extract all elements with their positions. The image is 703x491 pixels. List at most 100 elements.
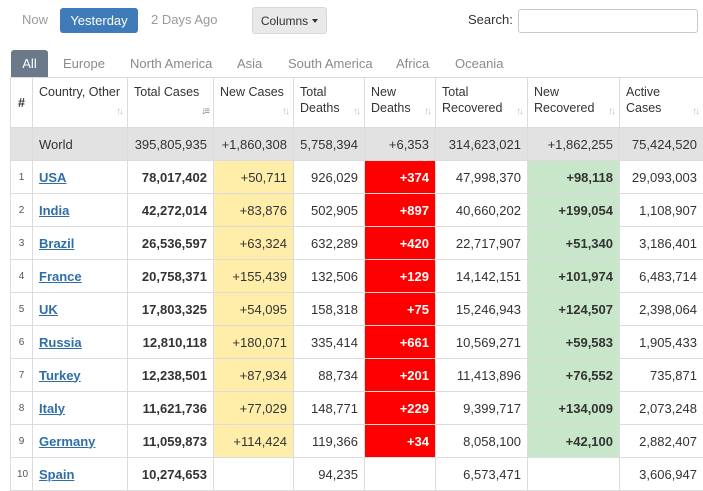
header-total-deaths[interactable]: Total Deaths↑↓	[294, 78, 365, 128]
tab-north-america[interactable]: North America	[130, 56, 212, 71]
sort-icon: ↑↓	[353, 104, 359, 120]
header-total-cases[interactable]: Total Cases↓≡	[128, 78, 214, 128]
tab-oceania[interactable]: Oceania	[455, 56, 503, 71]
new-deaths-cell: +129	[365, 260, 436, 293]
total-recovered-cell: 11,413,896	[436, 359, 528, 392]
toolbar: Now Yesterday 2 Days Ago Columns Search:	[0, 0, 703, 42]
new-cases-cell: +54,095	[214, 293, 294, 326]
total-cases-cell: 20,758,371	[128, 260, 214, 293]
total-recovered-cell: 9,399,717	[436, 392, 528, 425]
header-total-recovered[interactable]: Total Recovered↑↓	[436, 78, 528, 128]
total-cases-cell: 11,059,873	[128, 425, 214, 458]
country-cell: Spain	[33, 458, 128, 491]
sort-icon: ↑↓	[282, 104, 288, 120]
total-cases-cell: 10,274,653	[128, 458, 214, 491]
region-tabs: All Europe North America Asia South Amer…	[0, 50, 703, 77]
new-cases-cell: +83,876	[214, 194, 294, 227]
header-active-cases[interactable]: Active Cases↑↓	[620, 78, 703, 128]
tab-africa[interactable]: Africa	[396, 56, 429, 71]
total-cases-cell: 11,621,736	[128, 392, 214, 425]
now-button[interactable]: Now	[22, 12, 48, 27]
country-link[interactable]: Brazil	[39, 236, 74, 251]
total-deaths-cell: 926,029	[294, 161, 365, 194]
world-new-deaths: +6,353	[365, 128, 436, 161]
total-cases-cell: 78,017,402	[128, 161, 214, 194]
sort-desc-icon: ↓≡	[201, 104, 208, 120]
tab-all[interactable]: All	[11, 50, 48, 77]
new-deaths-cell: +420	[365, 227, 436, 260]
country-link[interactable]: Germany	[39, 434, 95, 449]
row-index: 10	[11, 458, 33, 491]
sort-icon: ↑↓	[516, 104, 522, 120]
caret-down-icon	[312, 19, 318, 23]
country-link[interactable]: UK	[39, 302, 58, 317]
country-link[interactable]: Russia	[39, 335, 82, 350]
new-recovered-cell: +59,583	[528, 326, 620, 359]
tab-asia[interactable]: Asia	[237, 56, 262, 71]
world-total-deaths: 5,758,394	[294, 128, 365, 161]
tab-europe[interactable]: Europe	[63, 56, 105, 71]
new-recovered-cell: +42,100	[528, 425, 620, 458]
row-index: 4	[11, 260, 33, 293]
country-link[interactable]: Turkey	[39, 368, 81, 383]
header-new-recovered[interactable]: New Recovered↑↓	[528, 78, 620, 128]
sort-icon: ↑↓	[116, 104, 122, 120]
header-country[interactable]: Country, Other↑↓	[33, 78, 128, 128]
new-cases-cell: +155,439	[214, 260, 294, 293]
country-link[interactable]: India	[39, 203, 69, 218]
active-cases-cell: 29,093,003	[620, 161, 703, 194]
search-input[interactable]	[518, 9, 698, 33]
world-new-recovered: +1,862,255	[528, 128, 620, 161]
row-index: 2	[11, 194, 33, 227]
new-recovered-cell: +134,009	[528, 392, 620, 425]
new-recovered-cell	[528, 458, 620, 491]
country-link[interactable]: Italy	[39, 401, 65, 416]
new-recovered-cell: +124,507	[528, 293, 620, 326]
new-cases-cell: +87,934	[214, 359, 294, 392]
total-recovered-cell: 40,660,202	[436, 194, 528, 227]
new-deaths-cell: +661	[365, 326, 436, 359]
columns-dropdown-button[interactable]: Columns	[252, 7, 327, 34]
tab-south-america[interactable]: South America	[288, 56, 373, 71]
two-days-ago-button[interactable]: 2 Days Ago	[151, 12, 218, 27]
header-new-cases[interactable]: New Cases↑↓	[214, 78, 294, 128]
covid-stats-table: # Country, Other↑↓ Total Cases↓≡ New Cas…	[10, 77, 703, 491]
country-link[interactable]: Spain	[39, 467, 74, 482]
world-active-cases: 75,424,520	[620, 128, 703, 161]
country-cell: Brazil	[33, 227, 128, 260]
row-index: 5	[11, 293, 33, 326]
total-deaths-cell: 158,318	[294, 293, 365, 326]
country-link[interactable]: France	[39, 269, 82, 284]
new-deaths-cell: +75	[365, 293, 436, 326]
header-new-deaths[interactable]: New Deaths↑↓	[365, 78, 436, 128]
new-cases-cell: +180,071	[214, 326, 294, 359]
country-cell: Turkey	[33, 359, 128, 392]
row-index: 3	[11, 227, 33, 260]
search-label: Search:	[468, 12, 513, 27]
country-cell: India	[33, 194, 128, 227]
country-cell: Italy	[33, 392, 128, 425]
total-recovered-cell: 14,142,151	[436, 260, 528, 293]
table-header-row: # Country, Other↑↓ Total Cases↓≡ New Cas…	[11, 78, 703, 128]
active-cases-cell: 735,871	[620, 359, 703, 392]
yesterday-button[interactable]: Yesterday	[60, 8, 138, 33]
total-recovered-cell: 15,246,943	[436, 293, 528, 326]
sort-icon: ↑↓	[692, 104, 698, 120]
total-deaths-cell: 335,414	[294, 326, 365, 359]
country-link[interactable]: USA	[39, 170, 66, 185]
row-index: 9	[11, 425, 33, 458]
new-deaths-cell	[365, 458, 436, 491]
total-recovered-cell: 10,569,271	[436, 326, 528, 359]
world-total-cases: 395,805,935	[128, 128, 214, 161]
active-cases-cell: 1,108,907	[620, 194, 703, 227]
active-cases-cell: 2,398,064	[620, 293, 703, 326]
active-cases-cell: 2,073,248	[620, 392, 703, 425]
total-deaths-cell: 632,289	[294, 227, 365, 260]
total-cases-cell: 26,536,597	[128, 227, 214, 260]
active-cases-cell: 1,905,433	[620, 326, 703, 359]
